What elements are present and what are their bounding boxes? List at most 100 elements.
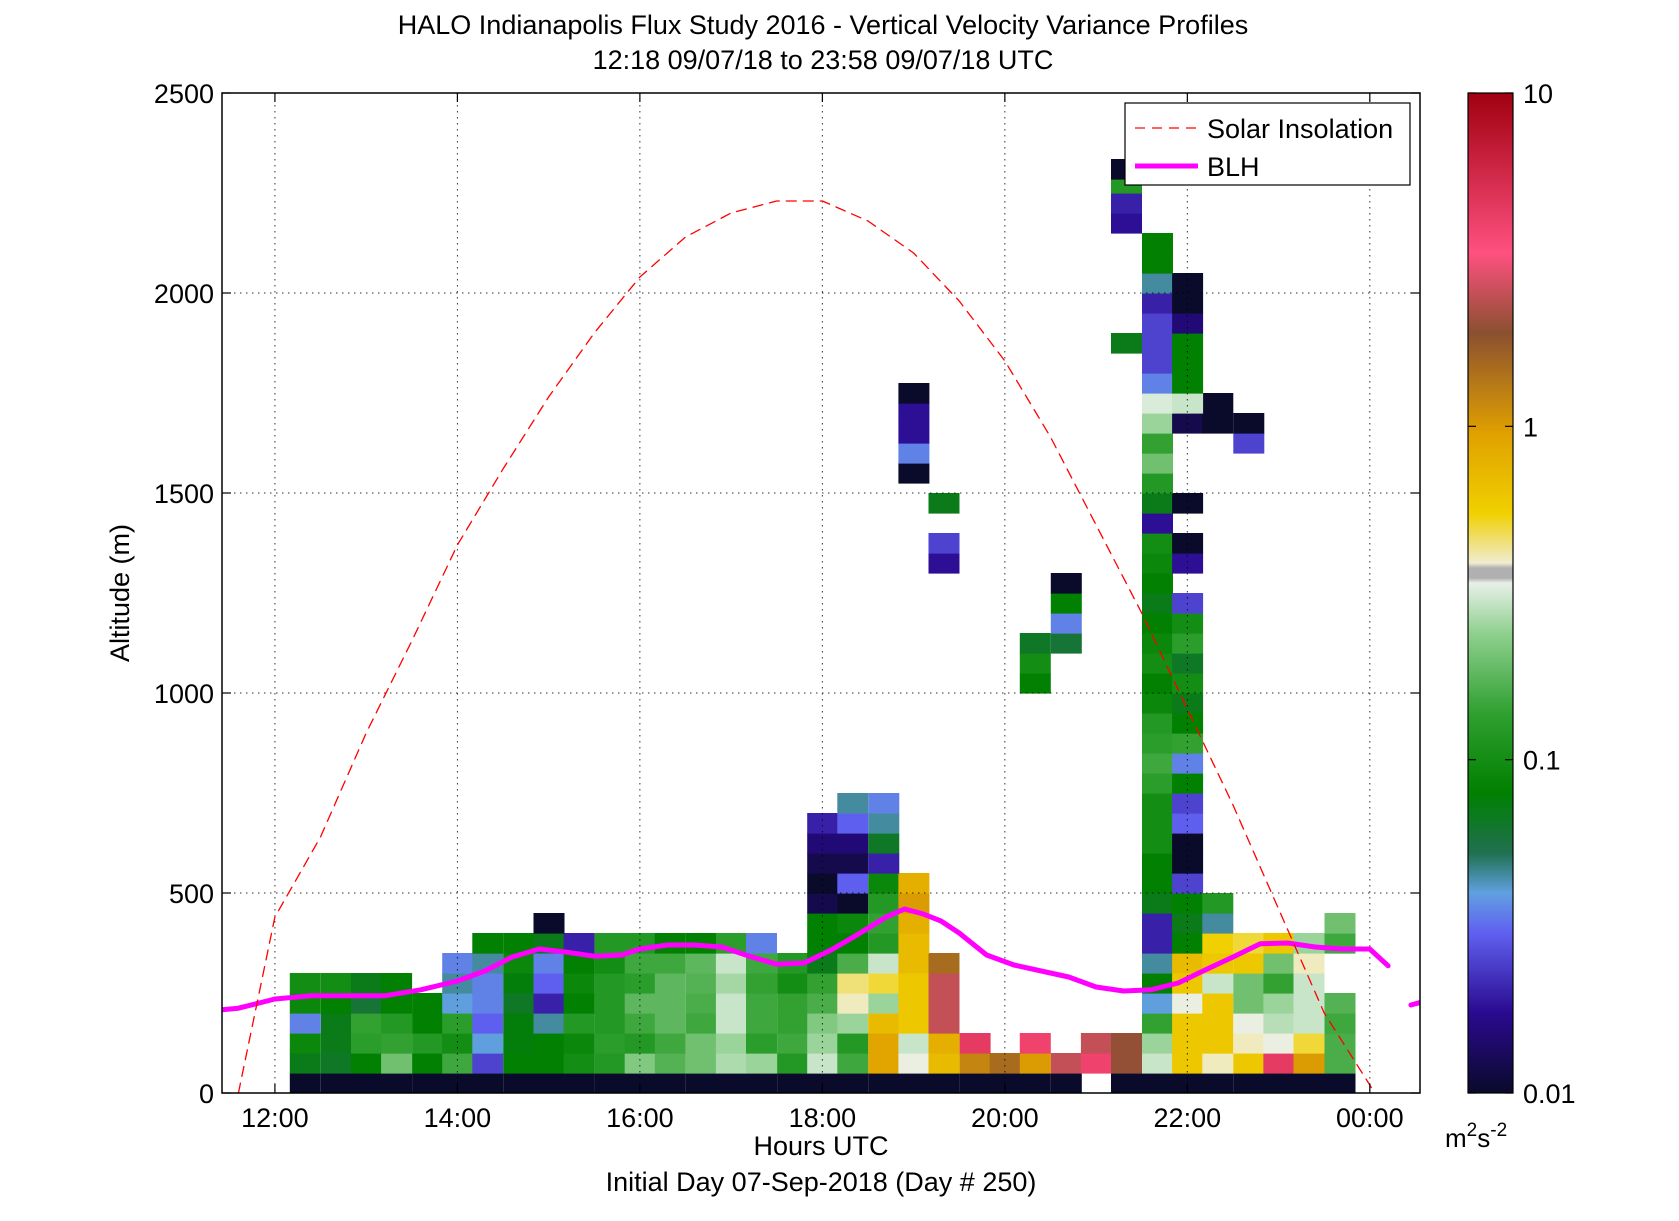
heatmap-cell	[412, 1013, 444, 1034]
legend-box	[1124, 102, 1411, 186]
heatmap-cell	[472, 1073, 504, 1093]
heatmap-cell	[1233, 1013, 1265, 1034]
heatmap-cell	[381, 1053, 413, 1074]
heatmap-cell	[898, 383, 930, 404]
heatmap-cell	[868, 913, 900, 934]
heatmap-cell	[1142, 1053, 1173, 1074]
heatmap-cell	[1293, 1013, 1325, 1034]
heatmap-cell	[533, 973, 565, 994]
heatmap-cell	[1172, 333, 1204, 354]
heatmap-cell	[563, 1053, 595, 1074]
heatmap-cell	[1324, 913, 1356, 934]
colorbar: 0.01 0.1 1 10 m2s-2	[1445, 79, 1576, 1153]
heatmap-cell	[1111, 1053, 1142, 1074]
x-tick-label: 18:00	[789, 1103, 857, 1133]
heatmap-cell	[1142, 953, 1173, 974]
heatmap-cell	[1142, 753, 1173, 774]
heatmap-cell	[928, 533, 960, 554]
heatmap-cell	[898, 1073, 930, 1093]
heatmap-cell	[1142, 413, 1173, 434]
heatmap-cell	[1172, 553, 1204, 574]
heatmap-cell	[503, 1073, 535, 1093]
heatmap-cell	[1172, 973, 1204, 994]
y-axis-ticks: 0 500 1000 1500 2000 2500	[154, 79, 1420, 1109]
heatmap-cell	[868, 793, 900, 814]
x-tick-label: 00:00	[1336, 1103, 1404, 1133]
heatmap-cell	[1142, 653, 1173, 674]
heatmap-cell	[1202, 993, 1234, 1014]
chart-title: HALO Indianapolis Flux Study 2016 - Vert…	[398, 10, 1248, 40]
legend-blh-label: BLH	[1207, 152, 1260, 182]
heatmap-cell	[868, 873, 900, 894]
heatmap-cell	[746, 1033, 777, 1054]
x-tick-label: 12:00	[241, 1103, 309, 1133]
heatmap-cell	[1050, 633, 1082, 654]
heatmap-cell	[807, 993, 839, 1014]
heatmap-cell	[1172, 853, 1204, 874]
heatmap-cell	[685, 953, 717, 974]
heatmap-cell	[959, 1073, 991, 1093]
heatmap-cell	[1233, 953, 1265, 974]
heatmap-cell	[1142, 633, 1173, 654]
heatmap-cell	[837, 973, 869, 994]
heatmap-cell	[868, 893, 900, 914]
y-tick-label: 0	[199, 1079, 214, 1109]
heatmap-cell	[1142, 313, 1173, 334]
heatmap-cell	[351, 1033, 382, 1054]
heatmap-cell	[1050, 1073, 1082, 1093]
heatmap-cell	[1111, 193, 1142, 214]
heatmap-cell	[807, 1053, 839, 1074]
heatmap-cell	[837, 1033, 869, 1054]
heatmap-cell	[898, 1013, 930, 1034]
heatmap-cell	[1111, 213, 1142, 234]
heatmap-cell	[928, 993, 960, 1014]
heatmap-cell	[594, 1053, 626, 1074]
heatmap-cell	[1263, 1073, 1295, 1093]
heatmap-cell	[715, 1053, 747, 1074]
heatmap-cell	[1172, 633, 1204, 654]
x-axis-sublabel: Initial Day 07-Sep-2018 (Day # 250)	[606, 1167, 1037, 1197]
heatmap-cell	[1172, 813, 1204, 834]
heatmap-cell	[1142, 393, 1173, 414]
heatmap-cell	[563, 973, 595, 994]
heatmap-cell	[777, 1073, 809, 1093]
heatmap-cell	[837, 953, 869, 974]
heatmap-cell	[1233, 993, 1265, 1014]
heatmap-cell	[868, 813, 900, 834]
heatmap-cell	[1019, 1033, 1051, 1054]
heatmap-cell	[868, 1053, 900, 1074]
heatmap-cell	[320, 1053, 352, 1074]
heatmap-cell	[503, 993, 535, 1014]
heatmap-cell	[381, 1013, 413, 1034]
heatmap-cell	[442, 1053, 474, 1074]
heatmap-cell	[807, 873, 839, 894]
heatmap-cell	[1142, 473, 1173, 494]
heatmap-cell	[381, 973, 413, 994]
heatmap-cell	[594, 1073, 626, 1093]
heatmap-cell	[1019, 653, 1051, 674]
heatmap-cell	[928, 1013, 960, 1034]
heatmap-cell	[868, 993, 900, 1014]
x-tick-label: 20:00	[971, 1103, 1039, 1133]
heatmap-cell	[472, 993, 504, 1014]
heatmap-cell	[928, 1053, 960, 1074]
heatmap-cell	[563, 953, 595, 974]
heatmap-cell	[1263, 953, 1295, 974]
heatmap-cell	[289, 1073, 321, 1093]
heatmap-cell	[594, 1033, 626, 1054]
heatmap-cell	[715, 1033, 747, 1054]
heatmap-cell	[654, 1013, 686, 1034]
heatmap-cell	[807, 1033, 839, 1054]
heatmap-cell	[1142, 1013, 1173, 1034]
heatmap-cell	[1233, 1053, 1265, 1074]
heatmap-cell	[594, 993, 626, 1014]
heatmap-cell	[1111, 1073, 1142, 1093]
heatmap-cell	[1050, 593, 1082, 614]
heatmap-cell	[868, 973, 900, 994]
heatmap-cell	[898, 423, 930, 444]
heatmap-cell	[533, 993, 565, 1014]
heatmap-cell	[533, 1053, 565, 1074]
heatmap-cell	[1172, 753, 1204, 774]
heatmap-cell	[594, 973, 626, 994]
